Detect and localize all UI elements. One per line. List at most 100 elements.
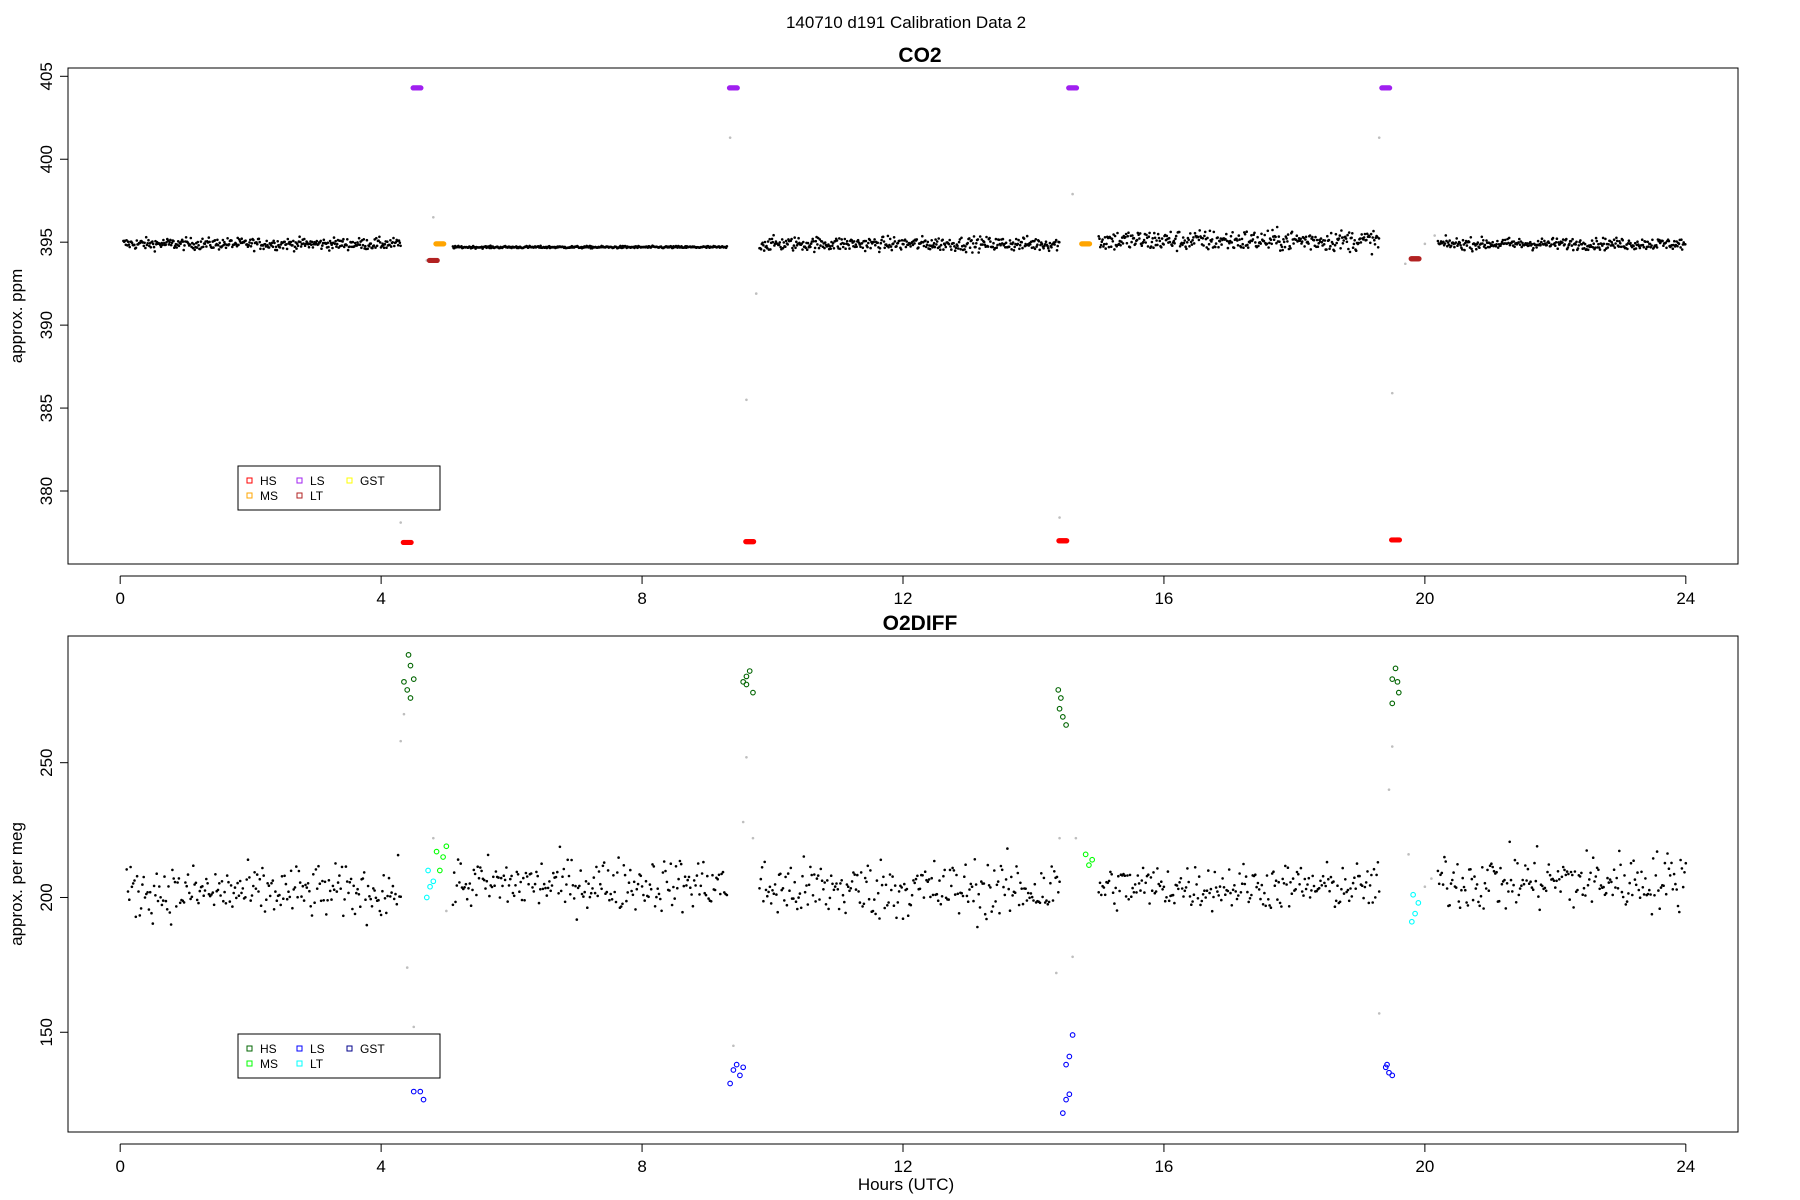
ambient-point [356,241,359,244]
ambient-point [857,890,860,893]
ambient-point [1444,234,1448,237]
transition-point [1423,242,1427,246]
ambient-point [216,888,220,892]
ambient-point [1247,900,1250,904]
ambient-point [982,882,986,885]
ambient-point [1597,242,1600,246]
ambient-point [640,885,644,888]
ambient-point [330,898,333,901]
ambient-point [1322,243,1326,246]
ambient-point [791,249,795,252]
ambient-point [289,240,293,244]
ambient-point [1190,903,1193,906]
ambient-point [926,880,930,883]
ambient-point [1484,887,1488,890]
ambient-point [544,886,547,890]
transition-point [399,521,402,524]
ambient-point [1022,237,1026,240]
ambient-point [761,241,764,245]
ambient-point [725,893,729,897]
ambient-point [1319,879,1322,883]
ambient-point [1311,874,1314,878]
ambient-point [861,246,865,250]
ambient-point [973,858,977,861]
ambient-point [172,877,175,880]
ambient-point [809,865,812,869]
y-axis-label: approx. ppm [7,269,26,364]
ambient-point [1056,244,1059,248]
ambient-point [1595,239,1599,243]
ambient-point [1368,884,1372,887]
ambient-point [213,239,217,242]
ambient-point [1160,880,1163,883]
ambient-point [781,887,785,890]
ambient-point [655,895,658,899]
ambient-point [971,242,975,245]
ambient-point [1573,870,1577,873]
ambient-point [682,884,686,888]
calibration-point-hs [1063,722,1069,728]
ambient-point [953,893,957,896]
ambient-point [178,901,182,905]
ambient-point [605,890,609,894]
ambient-point [625,899,628,903]
ambient-point [1285,237,1288,240]
ambient-point [561,875,564,878]
ambient-point [1548,873,1552,877]
ambient-point [673,897,676,900]
ambient-point [793,236,796,239]
ambient-point [1638,246,1642,250]
ambient-point [548,880,551,883]
ambient-point [1640,238,1644,241]
ambient-point [1030,895,1034,899]
ambient-point [255,873,259,876]
ambient-point [355,891,358,895]
ambient-point [987,884,991,887]
ambient-point [696,862,700,865]
ambient-point [1243,232,1247,236]
ambient-point [1481,242,1484,245]
ambient-point [954,246,958,250]
ambient-point [1163,899,1167,903]
transition-point [1071,192,1074,196]
ambient-point [1325,860,1329,864]
ambient-point [302,242,305,245]
ambient-point [1619,245,1623,249]
ambient-point [1149,245,1153,248]
ambient-point [299,240,302,244]
calibration-point-lt [430,878,437,885]
ambient-point [1568,242,1571,246]
ambient-point [1572,906,1575,909]
ambient-point [1478,904,1481,908]
ambient-point [647,895,650,899]
calibration-point-ms [443,843,450,850]
ambient-point [856,873,859,877]
ambient-point [695,874,699,877]
ambient-point [1684,861,1688,865]
ambient-point [786,872,790,875]
ambient-point [1126,234,1129,238]
ambient-point [1667,239,1671,243]
ambient-point [681,910,684,914]
ambient-point [974,245,977,249]
ambient-point [1119,244,1122,247]
ambient-point [1360,233,1363,236]
ambient-point [1289,247,1292,250]
ambient-point [759,877,763,881]
ambient-point [296,244,300,248]
ambient-point [775,893,778,896]
ambient-point [914,877,918,881]
ambient-point [900,239,904,242]
ambient-point [1680,238,1683,241]
ambient-point [1561,241,1564,244]
ambient-point [955,873,958,877]
ambient-point [1526,867,1530,871]
ambient-point [314,241,318,245]
ambient-point [331,884,335,888]
ambient-point [159,245,163,248]
ambient-point [520,898,524,902]
ambient-point [1198,229,1201,232]
ambient-point [1180,887,1184,890]
ambient-point [1475,247,1478,251]
ambient-point [295,242,299,245]
